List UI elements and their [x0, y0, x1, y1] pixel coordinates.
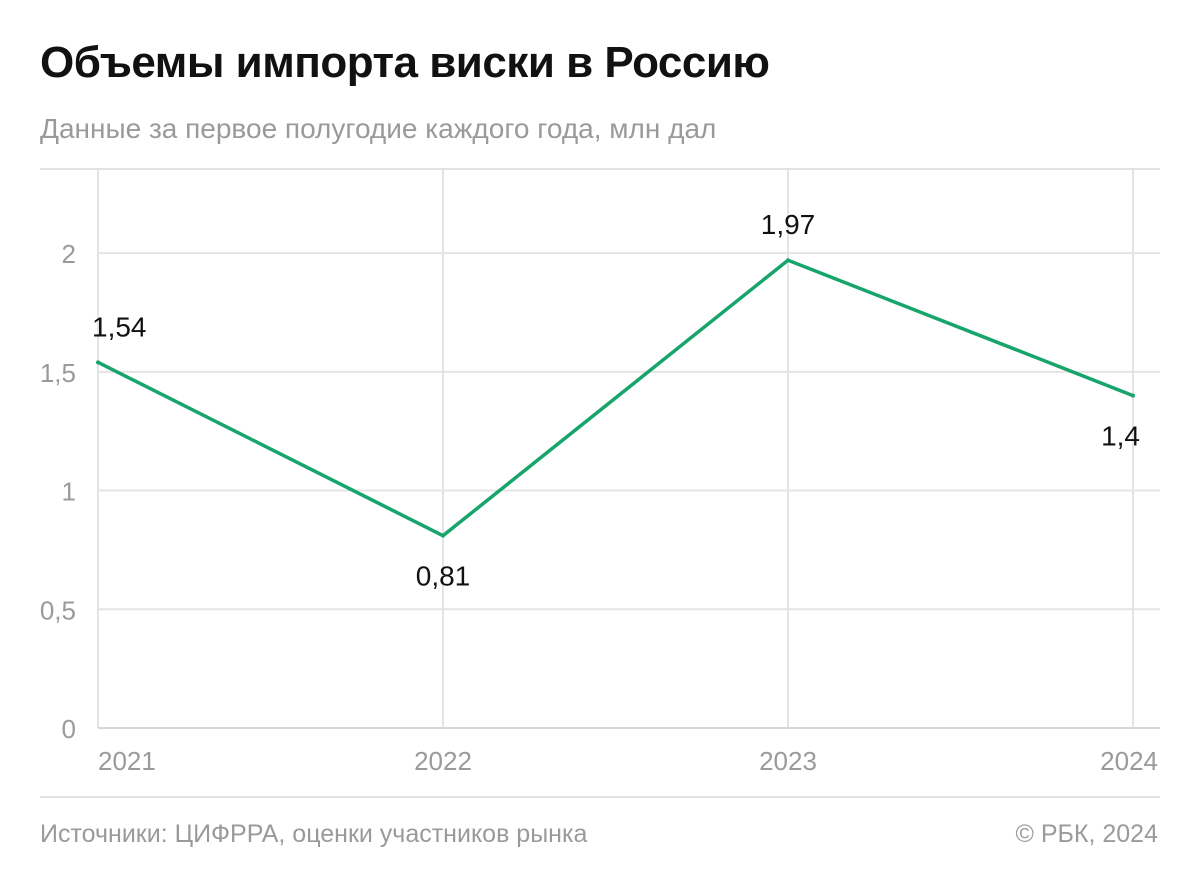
data-label: 1,4 — [1101, 421, 1140, 452]
y-tick-label: 2 — [62, 239, 76, 269]
bottom-divider — [40, 796, 1160, 798]
data-point — [441, 533, 445, 538]
data-label: 0,81 — [416, 561, 471, 592]
chart-subtitle: Данные за первое полугодие каждого года,… — [40, 113, 717, 144]
data-label: 1,97 — [761, 209, 816, 240]
data-label: 1,54 — [92, 311, 147, 342]
x-tick-label: 2021 — [98, 746, 156, 776]
data-point — [1131, 393, 1135, 398]
source-note: Источники: ЦИФРРА, оценки участников рын… — [40, 820, 588, 848]
copyright-note: © РБК, 2024 — [1015, 820, 1158, 848]
series-line — [97, 258, 1134, 538]
x-tick-label: 2023 — [759, 746, 817, 776]
x-tick-label: 2022 — [414, 746, 472, 776]
y-tick-label: 1 — [62, 477, 76, 507]
x-tick-label: 2024 — [1100, 746, 1158, 776]
chart-title: Объемы импорта виски в Россию — [40, 38, 770, 87]
y-tick-label: 0 — [62, 714, 76, 744]
y-tick-label: 1,5 — [40, 358, 76, 388]
top-divider — [40, 168, 1160, 170]
data-point — [96, 360, 100, 365]
y-tick-label: 0,5 — [40, 595, 76, 625]
data-point — [786, 258, 790, 263]
